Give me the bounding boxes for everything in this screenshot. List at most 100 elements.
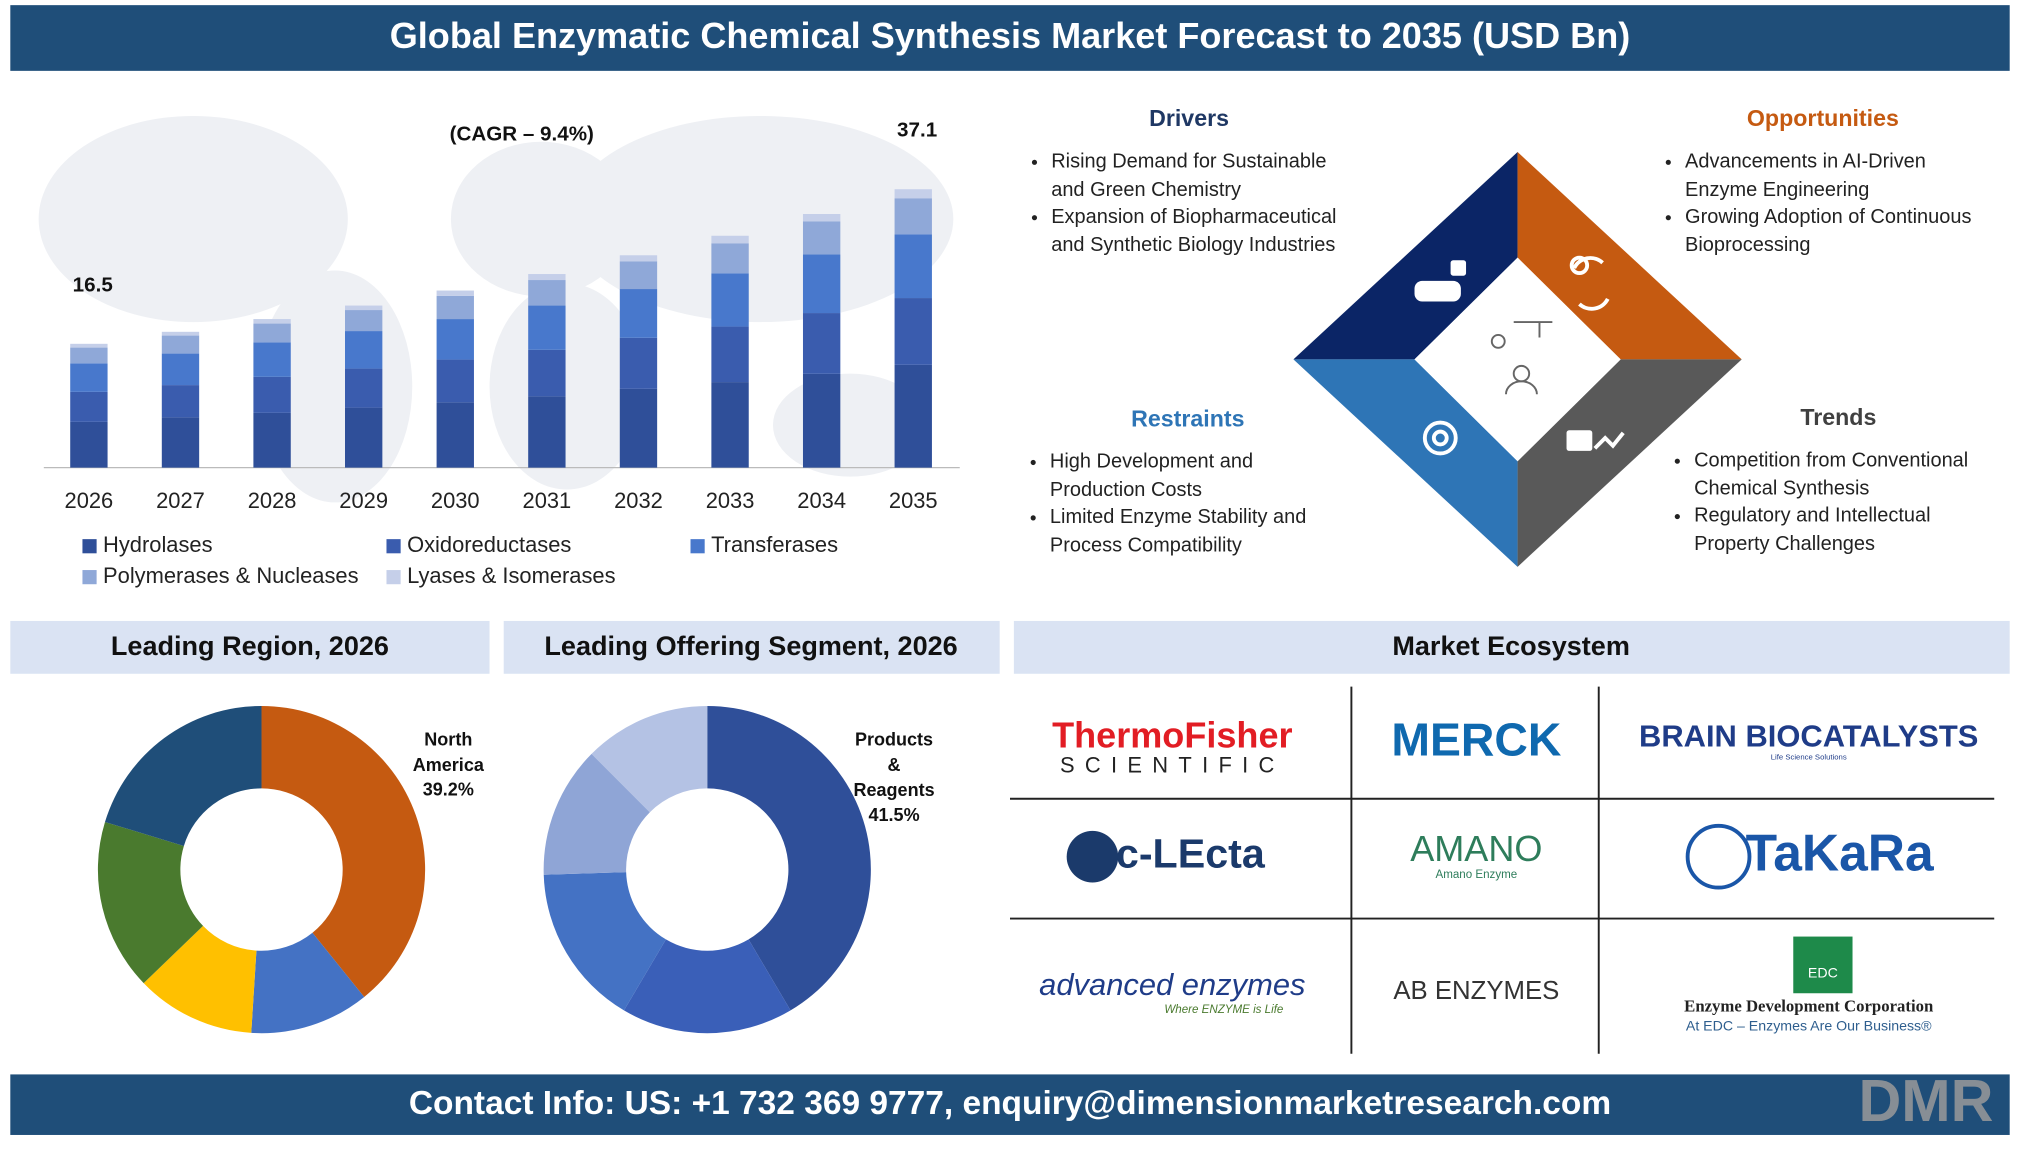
bar-segment: [436, 290, 474, 296]
donut-segment: [543, 872, 666, 1011]
bullet: Expansion of Biopharmaceutical and Synth…: [1051, 204, 1350, 259]
x-tick-label: 2035: [889, 488, 938, 513]
quadrant-text: Opportunities Advancements in AI-Driven E…: [1662, 106, 1984, 259]
bar-segment: [802, 313, 841, 374]
quadrant-text: Trends Competition from Conventional Chem…: [1671, 405, 2006, 558]
logo-mark-text: EDC: [1808, 966, 1838, 982]
bar-segment: [161, 335, 200, 354]
bar-segment: [894, 234, 932, 299]
icon-person: [1490, 321, 1553, 395]
bar-segment: [253, 342, 291, 377]
segment-label: Products & Reagents: [854, 730, 935, 800]
company-logo: Enzyme Development Corporation: [1684, 996, 1934, 1015]
bar-segment: [619, 337, 658, 389]
bar-segment: [802, 214, 841, 222]
company-tagline: SCIENTIFIC: [1060, 752, 1285, 777]
section-title: Leading Offering Segment, 2026: [544, 631, 957, 661]
bar-segment: [802, 373, 841, 468]
bar-segment: [161, 353, 200, 386]
bar-segment: [711, 235, 749, 244]
bar-segment: [528, 349, 566, 397]
company-tagline: Where ENZYME is Life: [1164, 1004, 1284, 1016]
quadrant-text: Drivers Rising Demand for Sustainable and…: [1028, 106, 1350, 259]
icon-exchange: [1569, 255, 1610, 311]
bar-segment: [253, 323, 291, 343]
x-tick-label: 2026: [65, 488, 114, 513]
company-logo: AB ENZYMES: [1393, 977, 1559, 1005]
quadrant-opportunities: [1517, 152, 1742, 360]
bar-segment: [253, 412, 291, 468]
donut-segment: [97, 821, 204, 984]
company-logo: advanced enzymes: [1039, 967, 1305, 1002]
header-bar: [10, 5, 2010, 71]
legend-label: Hydrolases: [103, 532, 213, 557]
bar-segment: [711, 382, 749, 468]
bar-segment: [436, 295, 474, 320]
donut-segment: [591, 705, 708, 813]
bar-segment: [894, 189, 932, 199]
legend-swatch: [690, 539, 705, 554]
donut-segment: [143, 925, 257, 1033]
company-logo: AMANO: [1410, 828, 1542, 869]
x-tick-label: 2033: [706, 488, 755, 513]
bar-segment: [344, 331, 383, 369]
bar-segment: [802, 254, 841, 314]
legend-label: Polymerases & Nucleases: [103, 563, 359, 588]
donut-segment: [251, 932, 365, 1034]
donut-segment: [104, 705, 262, 846]
donut-segment: [623, 939, 791, 1034]
bar-segment: [70, 363, 108, 392]
bar-segment: [528, 280, 566, 306]
bullet-list: Advancements in AI-Driven Enzyme Enginee…: [1662, 148, 1984, 259]
bar-segment: [161, 385, 200, 418]
bullet: Limited Enzyme Stability and Process Com…: [1050, 504, 1349, 559]
bullet: Regulatory and Intellectual Property Cha…: [1694, 502, 2006, 557]
company-logo: BRAIN BIOCATALYSTS: [1639, 718, 1978, 753]
bullet-list: Competition from Conventional Chemical S…: [1671, 447, 2006, 558]
bar-segment: [70, 391, 108, 422]
bar-segment: [436, 359, 474, 403]
bar-segment: [436, 319, 474, 360]
bar-segment: [894, 364, 932, 468]
company-logo: TaKaRa: [1746, 823, 1934, 881]
bar-segment: [894, 198, 932, 235]
legend-swatch: [386, 539, 401, 554]
donut-segment: [261, 705, 426, 997]
bar-segment: [70, 343, 108, 348]
legend-label: Oxidoreductases: [407, 532, 571, 557]
bar-segment: [344, 368, 383, 408]
bar-segment: [528, 396, 566, 468]
section-bar: [1013, 620, 2010, 674]
logo-icon: [1066, 830, 1119, 883]
section-bar: [503, 620, 1000, 674]
company-tagline: Life Science Solutions: [1771, 753, 1847, 762]
x-tick-label: 2028: [248, 488, 297, 513]
bar-segment: [253, 376, 291, 413]
bar-segment: [711, 273, 749, 327]
section-title: Market Ecosystem: [1392, 631, 1630, 661]
bar-segment: [619, 255, 658, 262]
quadrant-trends: [1517, 359, 1742, 567]
bullet: High Development and Production Costs: [1050, 448, 1349, 503]
segment-value-label: 39.2%: [423, 780, 474, 800]
bullet: Advancements in AI-Driven Enzyme Enginee…: [1685, 148, 1984, 203]
legend-swatch: [82, 570, 97, 585]
section-bar: [10, 620, 490, 674]
diamond-center: [1414, 257, 1621, 462]
x-tick-label: 2029: [339, 488, 388, 513]
icon-lock: [1566, 430, 1625, 451]
company-logo: ThermoFisher: [1052, 715, 1292, 756]
company-logo: c-LEcta: [1116, 831, 1266, 877]
bar-segment: [344, 305, 383, 311]
bar-segment: [344, 310, 383, 332]
quadrant-title: Restraints: [1131, 405, 1245, 432]
total-label: 37.1: [897, 119, 937, 142]
page-title: Global Enzymatic Chemical Synthesis Mark…: [390, 15, 1631, 56]
segment-label: North America: [413, 730, 485, 775]
company-logo: MERCK: [1391, 714, 1561, 766]
bullet-list: Rising Demand for Sustainable and Green …: [1028, 148, 1350, 259]
icon-gear: [1422, 420, 1458, 456]
x-tick-label: 2031: [523, 488, 572, 513]
